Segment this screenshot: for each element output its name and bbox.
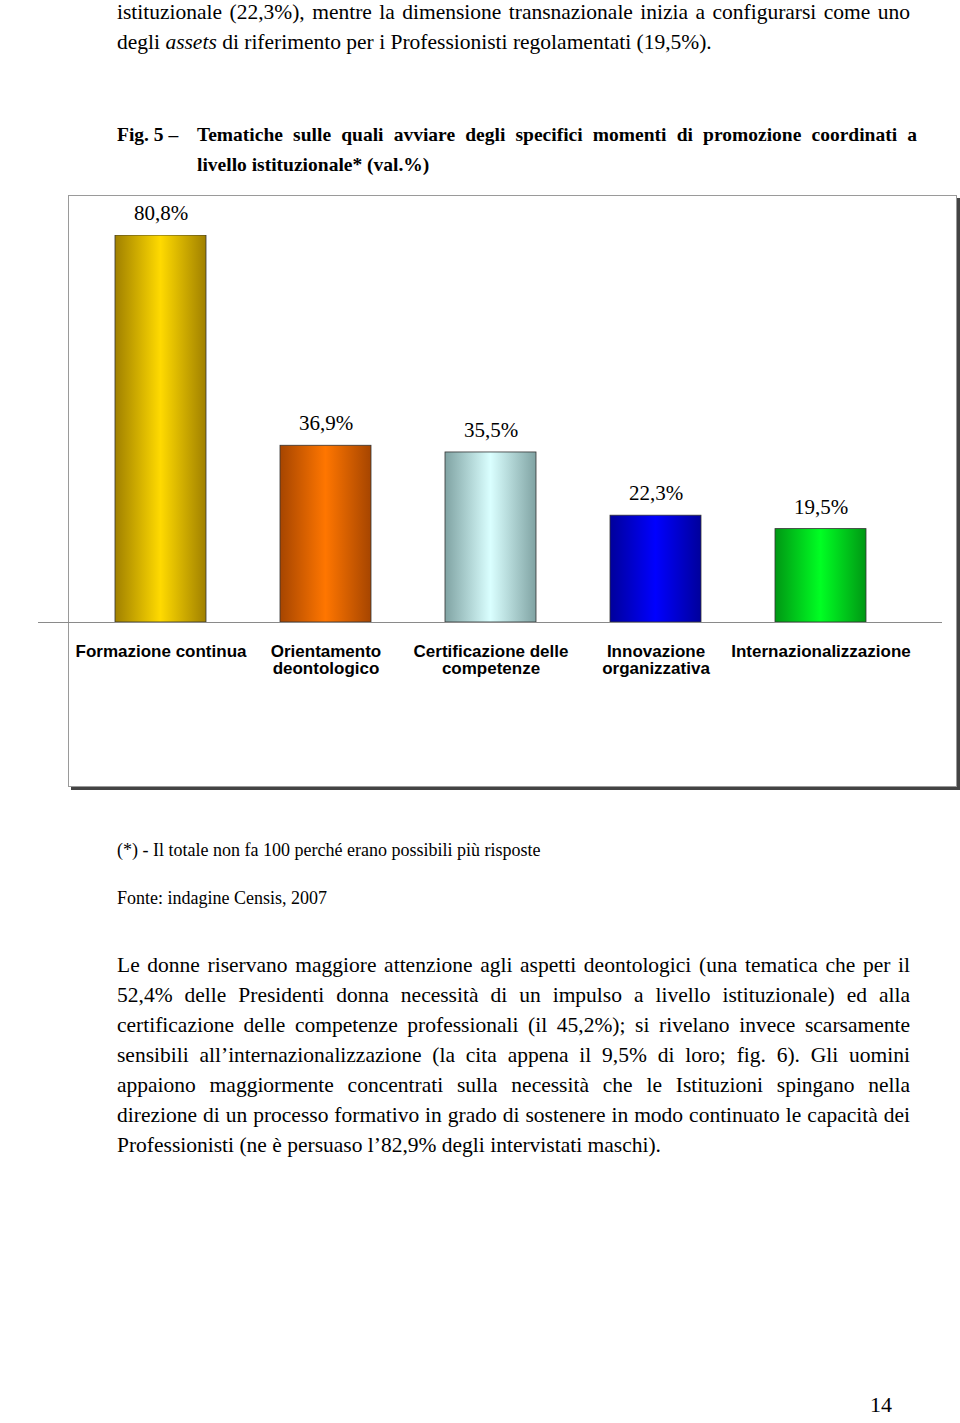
html-text:Fig. 5 –: Fig. 5 – [117, 124, 179, 145]
svg-text:Orientamentodeontologico: Orientamentodeontologico [271, 642, 382, 678]
svg-text:Innovazioneorganizzativa: Innovazioneorganizzativa [602, 642, 710, 678]
html-text:Tematiche sulle quali avviare: Tematiche sulle quali avviare degli spec… [197, 124, 917, 175]
svg-text:80,8%: 80,8% [134, 201, 188, 225]
html-text:istituzionale (22,3%), mentre: istituzionale (22,3%), mentre la dimensi… [117, 0, 910, 54]
html-text:14: 14 [870, 1392, 892, 1417]
html-text:(*) - Il totale non fa 100 per: (*) - Il totale non fa 100 perché erano … [117, 840, 541, 860]
html-text:Le donne riservano maggiore at: Le donne riservano maggiore attenzione a… [117, 953, 910, 1157]
svg-text:35,5%: 35,5% [464, 418, 518, 442]
svg-text:22,3%: 22,3% [629, 481, 683, 505]
html-text:Fonte: indagine Censis, 2007: Fonte: indagine Censis, 2007 [117, 888, 327, 908]
svg-text:Formazione continua: Formazione continua [76, 642, 248, 661]
svg-text:36,9%: 36,9% [299, 411, 353, 435]
svg-text:19,5%: 19,5% [794, 495, 848, 519]
svg-text:Certificazione dellecompetenze: Certificazione dellecompetenze [414, 642, 569, 678]
svg-text:Internazionalizzazione: Internazionalizzazione [731, 642, 910, 661]
